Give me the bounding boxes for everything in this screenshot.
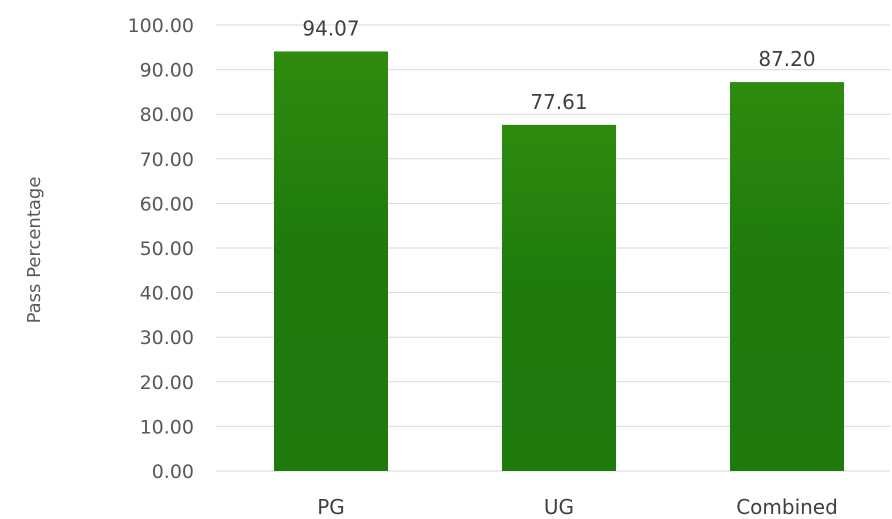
bar-ug <box>502 124 616 471</box>
y-tick-label: 60.00 <box>140 193 194 215</box>
x-axis-category-labels: PG UG Combined <box>317 495 838 519</box>
y-axis-tick-labels: 0.00 10.00 20.00 30.00 40.00 50.00 60.00 70.00 8… <box>128 15 194 483</box>
y-tick-label: 80.00 <box>140 104 194 126</box>
category-label-combined: Combined <box>736 495 838 519</box>
y-tick-label: 90.00 <box>140 60 194 82</box>
y-tick-label: 40.00 <box>140 283 194 305</box>
y-tick-label: 10.00 <box>140 416 194 438</box>
y-axis-title: Pass Percentage <box>24 177 45 324</box>
data-label-combined: 87.20 <box>758 47 815 71</box>
bar-pg <box>274 51 388 471</box>
y-tick-label: 50.00 <box>140 238 194 260</box>
category-label-ug: UG <box>544 495 574 519</box>
bars <box>274 51 844 471</box>
y-tick-label: 70.00 <box>140 149 194 171</box>
data-label-pg: 94.07 <box>302 16 359 40</box>
data-labels: 94.07 77.61 87.20 <box>302 16 815 113</box>
y-tick-label: 100.00 <box>128 15 194 37</box>
y-tick-label: 0.00 <box>152 461 194 483</box>
y-tick-label: 30.00 <box>140 327 194 349</box>
bar-combined <box>730 82 844 471</box>
y-tick-label: 20.00 <box>140 372 194 394</box>
category-label-pg: PG <box>317 495 345 519</box>
data-label-ug: 77.61 <box>530 90 587 114</box>
